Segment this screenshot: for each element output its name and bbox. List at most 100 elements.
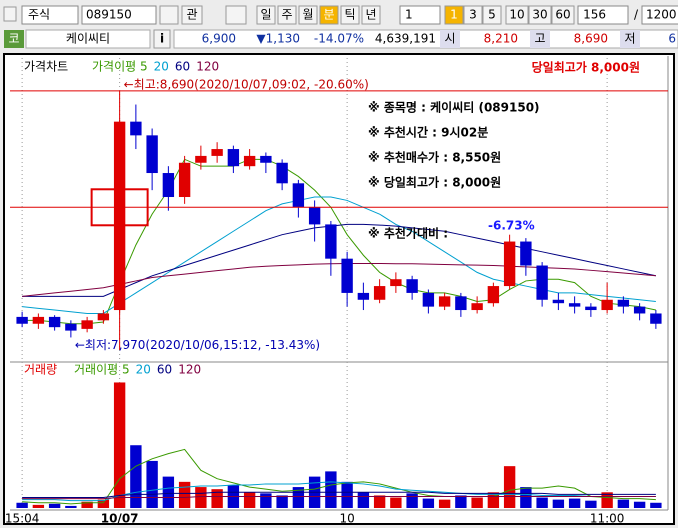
name-box [25,29,151,49]
volume: 4,639,191 [375,32,436,46]
code: 089150 [86,8,132,22]
volume-bar [536,497,548,508]
candle-body [16,316,28,324]
period-button[interactable] [277,5,297,25]
volume-bar [520,487,532,508]
period-count-input[interactable] [399,5,441,25]
volume-bar [162,476,175,508]
period-label: 틱 [344,8,355,22]
stock-name: 케이씨티 [66,32,110,46]
headline: 당일최고가 8,000원 [532,60,640,75]
candle-body [601,299,613,311]
volume-bar [260,493,272,508]
volume-bar [325,471,337,508]
open-label: 시 [444,32,455,46]
volume-bar [357,492,370,508]
legend-title: 가격차트 [24,60,68,74]
candle-body [390,279,402,287]
candle-body [471,303,483,311]
candle-body [65,323,77,331]
volume-bar [633,501,646,508]
candle-body [292,183,305,208]
result: -6.73% [488,219,535,233]
crosshair-box [90,188,149,227]
info-line: ※ 추천매수가 : 8,550원 [368,150,501,165]
candle-body [617,299,630,307]
candle-body [162,173,175,198]
volume-bar [48,503,61,508]
period-button[interactable] [340,5,360,25]
period-button[interactable] [256,5,276,25]
total-input[interactable] [641,5,678,25]
period-button[interactable] [298,5,318,25]
volume-bar [276,495,288,508]
info-button[interactable] [153,29,171,49]
legend-entry: 거래이평 5 [74,363,130,377]
candle-body [373,286,386,300]
high-annotation: ←최고:8,690(2020/10/07,09:02, -20.60%) [124,77,369,91]
moving-average [22,262,656,297]
moving-average [22,196,656,314]
candle-body [276,162,288,184]
volume-bar [373,495,386,508]
candle-body [552,299,565,304]
volume-bar [617,499,630,508]
volume-bar [601,492,613,508]
interval-button[interactable] [528,5,552,25]
interval-button[interactable] [444,5,464,25]
legend-entry: 가격이평 5 [92,60,148,74]
volume-bar [97,499,110,508]
info-line: ※ 종목명 : 케이씨티 (089150) [368,100,540,115]
legend-title: 거래량 [24,363,57,377]
volume-bar [390,497,402,508]
interval-label: 60 [555,8,570,22]
candle-body [422,292,435,307]
search-label: 관 [186,8,197,22]
legend-entry: 20 [136,363,151,377]
count: 156 [583,8,606,22]
interval-button[interactable] [505,5,529,25]
period-button[interactable] [361,5,381,25]
volume-bar [146,460,158,508]
volume-bar [178,481,191,508]
result-label: ※ 추천가대비 : [368,226,448,241]
high-label-box [530,30,550,48]
volume-bar [438,499,451,508]
candle-body [130,121,142,136]
interval-button[interactable] [463,5,483,25]
period-button[interactable] [319,5,339,25]
volume-bar [455,495,467,508]
info-line: ※ 추천시간 : 9시02분 [368,125,488,140]
search-icon[interactable] [159,5,179,25]
candle-body [243,155,256,167]
volume-bar [292,487,305,508]
period-label: 분 [323,8,334,22]
candle-body [650,313,662,324]
volume-bar [130,445,142,508]
volume-bar [503,466,516,508]
volume-bar [195,487,207,508]
spin[interactable] [225,5,247,25]
candle-body [32,316,45,324]
legend-entry: 120 [196,60,219,74]
interval-button[interactable] [551,5,575,25]
x-tick-label: 10 [339,512,354,526]
search-button[interactable] [181,5,203,25]
period-label: 월 [302,8,313,22]
interval-label: 10 [509,8,524,22]
interval-button[interactable] [482,5,502,25]
chart-frame [3,53,675,525]
volume-bar [81,501,93,508]
volume-bar [211,489,223,508]
info-line: ※ 당일최고가 : 8,000원 [368,175,501,190]
interval-label: 1 [450,8,458,22]
code-input[interactable] [81,5,157,25]
volume-bar [243,492,256,508]
candle-body [357,292,370,300]
low: 6 [668,32,676,46]
count-input[interactable] [577,5,629,25]
x-tick-label: 11:00 [590,512,625,526]
volume-bar [650,502,662,508]
market-select[interactable] [21,5,79,25]
high-label: 고 [534,32,545,46]
